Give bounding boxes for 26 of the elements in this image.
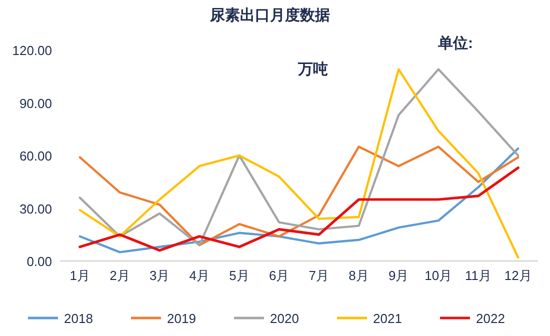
x-tick-label: 6月 (268, 268, 290, 283)
y-tick-label: 60.00 (19, 148, 52, 164)
y-tick-label: 120.00 (12, 43, 52, 58)
y-tick-label: 0.00 (26, 254, 52, 269)
y-tick-label: 90.00 (19, 96, 52, 111)
x-tick-label: 11月 (465, 268, 492, 283)
x-tick-label: 5月 (229, 268, 250, 283)
legend-label: 2018 (64, 311, 93, 326)
legend-label: 2019 (167, 311, 196, 326)
annotation: 单位: (437, 35, 473, 52)
y-tick-label: 30.00 (19, 201, 52, 216)
legend-label: 2022 (476, 311, 505, 326)
x-tick-label: 10月 (424, 268, 452, 283)
x-tick-label: 3月 (149, 268, 170, 283)
chart-title: 尿素出口月度数据 (209, 6, 330, 24)
legend-label: 2020 (270, 311, 299, 326)
x-tick-label: 8月 (348, 268, 369, 283)
x-tick-label: 7月 (308, 268, 330, 283)
legend-label: 2021 (373, 311, 402, 326)
x-tick-label: 12月 (504, 268, 532, 283)
line-series (78, 166, 520, 252)
x-tick-label: 2月 (110, 268, 130, 283)
annotation: 万吨 (297, 61, 328, 78)
x-tick-label: 4月 (189, 268, 210, 283)
x-tick-label: 1月 (70, 268, 90, 283)
x-tick-label: 9月 (388, 268, 409, 283)
